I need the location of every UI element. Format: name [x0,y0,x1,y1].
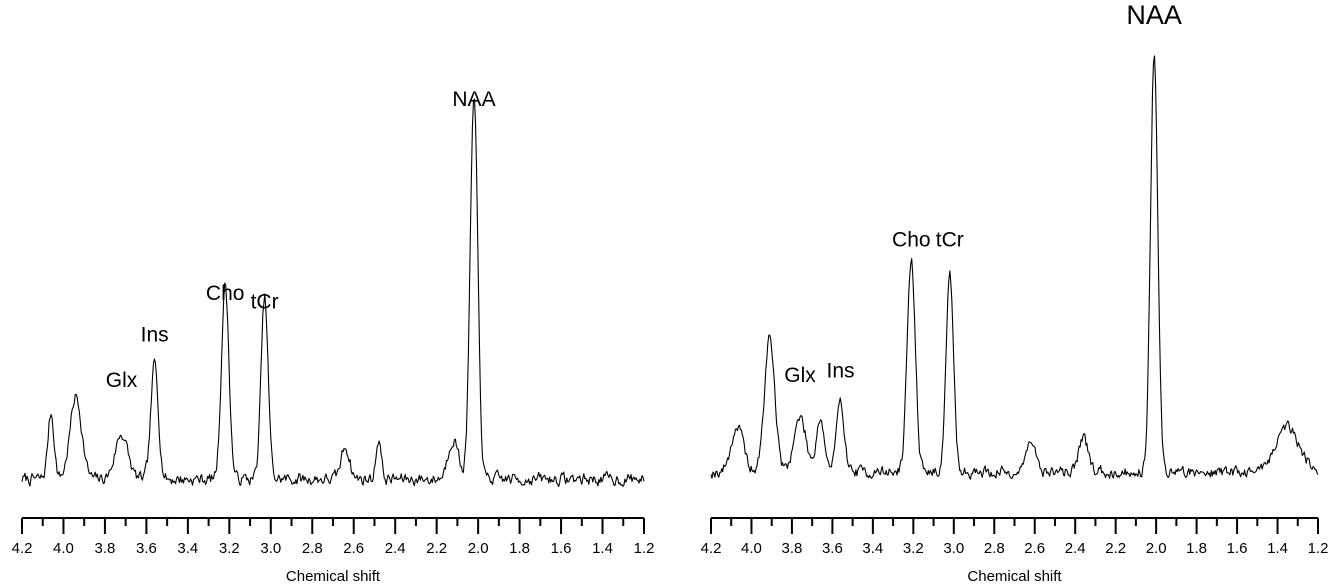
peak-label-cho: Cho [892,228,931,251]
x-tick-label: 1.6 [1227,540,1248,557]
x-tick-label: 1.2 [634,540,655,557]
x-axis-ticks [21,518,645,534]
x-tick-label: 2.6 [343,540,364,557]
x-tick-label: 2.0 [1146,540,1167,557]
peak-label-glx: Glx [784,364,816,387]
x-axis-title: Chemical shift [286,568,381,584]
x-tick-label: 3.2 [219,540,240,557]
x-tick-label: 2.4 [1065,540,1086,557]
x-axis-title: Chemical shift [967,568,1062,584]
spectrum-line [710,55,1319,480]
x-tick-label: 1.8 [509,540,530,557]
x-tick-label: 4.0 [741,540,762,557]
peak-label-naa: NAA [452,88,495,111]
x-tick-label: 2.8 [984,540,1005,557]
x-tick-label: 4.2 [12,540,33,557]
peak-label-naa: NAA [1126,0,1182,30]
x-axis-ticks [710,518,1319,534]
x-tick-label: 3.2 [903,540,924,557]
peak-label-tcr: tCr [251,290,279,313]
x-tick-label: 1.4 [592,540,613,557]
x-tick-label: 2.6 [1024,540,1045,557]
x-tick-label: 2.0 [468,540,489,557]
peak-label-glx: Glx [106,369,138,392]
x-tick-label: 4.0 [53,540,74,557]
spectrum-panel-right: 4.2 4.0 3.8 3.6 3.4 3.2 3.0 2.8 2.6 2.4 2.2 2.0 1.8 1… [701,0,1329,584]
peak-label-ins: Ins [141,323,169,346]
spectrum-line [21,98,645,488]
x-tick-label: 3.4 [177,540,198,557]
x-tick-label: 3.4 [862,540,883,557]
peak-label-cho: Cho [206,282,245,305]
peak-label-ins: Ins [826,359,854,382]
x-tick-label: 2.4 [385,540,406,557]
x-tick-label: 3.0 [260,540,281,557]
x-tick-label: 4.2 [701,540,722,557]
peak-label-tcr: tCr [936,228,964,251]
x-tick-label: 1.2 [1308,540,1329,557]
x-tick-label: 1.6 [551,540,572,557]
x-tick-label: 2.2 [426,540,447,557]
x-axis-tick-labels: 4.2 4.0 3.8 3.6 3.4 3.2 3.0 2.8 2.6 2.4 2.2 2.0 1.8 1… [12,540,655,557]
x-tick-label: 3.6 [136,540,157,557]
x-tick-label: 3.6 [822,540,843,557]
x-tick-label: 1.4 [1267,540,1288,557]
x-axis-tick-labels: 4.2 4.0 3.8 3.6 3.4 3.2 3.0 2.8 2.6 2.4 2.2 2.0 1.8 1… [701,540,1329,557]
x-tick-label: 1.8 [1186,540,1207,557]
x-tick-label: 2.8 [302,540,323,557]
x-tick-label: 2.2 [1105,540,1126,557]
x-tick-label: 3.8 [782,540,803,557]
spectrum-panel-left: 4.2 4.0 3.8 3.6 3.4 3.2 3.0 2.8 2.6 2.4 2.2 2.0 1.8 1… [12,88,655,584]
x-tick-label: 3.0 [943,540,964,557]
x-tick-label: 3.8 [95,540,116,557]
